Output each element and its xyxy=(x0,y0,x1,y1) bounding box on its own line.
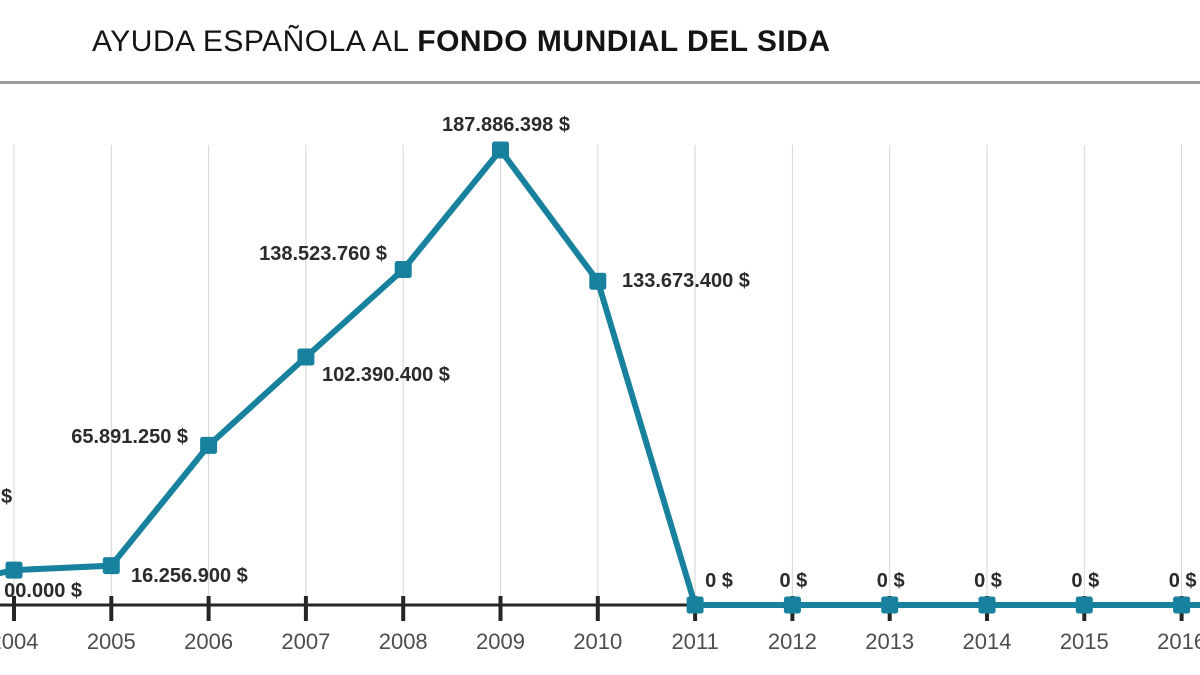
year-label-2011: 2011 xyxy=(671,629,718,654)
data-point-2010 xyxy=(589,272,607,290)
title-divider xyxy=(0,81,1200,84)
data-label-2005: 16.256.900 $ xyxy=(131,565,248,587)
year-label-2006: 2006 xyxy=(184,629,233,654)
year-label-2012: 2012 xyxy=(768,629,817,654)
year-label-2010: 2010 xyxy=(573,629,622,654)
data-label-2007: 102.390.400 $ xyxy=(322,364,450,386)
data-point-2007 xyxy=(297,348,315,366)
data-point-2004 xyxy=(5,561,23,579)
year-label-2005: 2005 xyxy=(87,629,136,654)
data-line xyxy=(0,145,1200,608)
year-label-2007: 2007 xyxy=(281,629,330,654)
data-point-2009 xyxy=(492,141,509,159)
data-label-2016: 0 $ xyxy=(1169,570,1197,592)
data-label-2010: 133.673.400 $ xyxy=(622,270,750,292)
year-label-2013: 2013 xyxy=(865,629,914,654)
data-label-2015: 0 $ xyxy=(1071,570,1099,592)
chart-title: AYUDA ESPAÑOLA AL FONDO MUNDIAL DEL SIDA xyxy=(92,25,831,59)
data-label-2003: $ xyxy=(1,486,12,508)
data-point-2015 xyxy=(1075,596,1093,614)
year-label-2015: 2015 xyxy=(1060,629,1109,654)
data-label-2006: 65.891.250 $ xyxy=(71,426,188,448)
data-point-2012 xyxy=(783,596,801,614)
data-label-2009: 187.886.398 $ xyxy=(442,114,570,136)
data-label-2012: 0 $ xyxy=(779,570,807,592)
data-label-2014: 0 $ xyxy=(974,570,1002,592)
year-label-2014: 2014 xyxy=(963,629,1012,654)
year-label-2016: 2016 xyxy=(1157,629,1200,654)
data-label-2008: 138.523.760 $ xyxy=(259,243,387,265)
title-regular-part: AYUDA ESPAÑOLA AL xyxy=(92,25,418,58)
data-point-2013 xyxy=(881,596,899,614)
year-label-2004: 2004 xyxy=(0,629,38,654)
data-label-2011: 0 $ xyxy=(705,570,733,592)
data-label-2013: 0 $ xyxy=(877,570,905,592)
data-point-2005 xyxy=(102,557,120,575)
data-point-2011 xyxy=(686,596,704,614)
data-point-2008 xyxy=(394,261,412,279)
data-label-2004: 00.000 $ xyxy=(4,580,82,602)
year-label-2008: 2008 xyxy=(379,629,428,654)
data-point-2006 xyxy=(200,436,218,454)
data-point-2014 xyxy=(978,596,996,614)
title-bold-part: FONDO MUNDIAL DEL SIDA xyxy=(417,25,831,58)
year-label-2009: 2009 xyxy=(476,629,525,654)
data-point-2016 xyxy=(1173,596,1191,614)
